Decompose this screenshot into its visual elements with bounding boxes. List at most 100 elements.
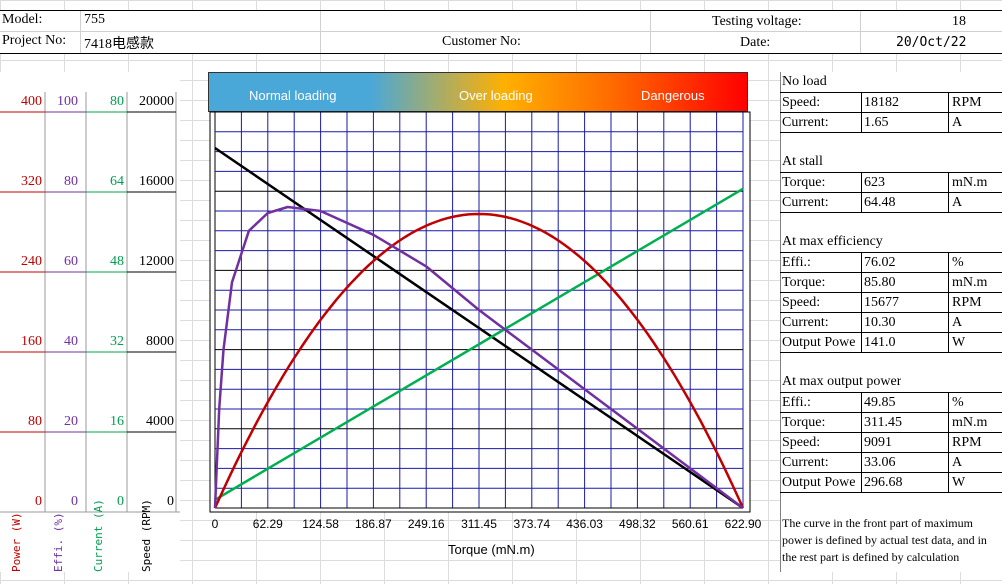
- power-axis-label: Power (W): [10, 512, 23, 572]
- current-tick-4: 16: [110, 414, 124, 429]
- speed-axis-label: Speed (RPM): [140, 499, 153, 572]
- row-unit: A: [952, 315, 963, 330]
- series-power-line: [213, 212, 745, 509]
- row-value[interactable]: 296.68: [864, 475, 903, 490]
- row-unit: A: [952, 195, 963, 210]
- section-title-max_eff: At max efficiency: [782, 234, 883, 249]
- current-tick-0: 80: [110, 94, 124, 109]
- model-value[interactable]: 755: [84, 12, 105, 27]
- row-label: Speed:: [782, 435, 821, 450]
- row-value[interactable]: 10.30: [864, 315, 896, 330]
- row-value[interactable]: 15677: [864, 295, 899, 310]
- x-tick-8: 498.32: [619, 517, 656, 531]
- row-max_eff-1: Torque: 85.80 mN.m: [780, 272, 1002, 293]
- effi-axis-label: Effi. (%): [52, 512, 65, 572]
- row-unit: W: [952, 335, 966, 350]
- section-title-no_load: No load: [782, 74, 827, 89]
- row-value[interactable]: 1.65: [864, 115, 889, 130]
- row-unit: A: [952, 115, 963, 130]
- loading-band: Normal loading Over loading Dangerous: [208, 72, 748, 112]
- x-tick-1: 62.29: [252, 517, 283, 531]
- row-label: Current:: [782, 195, 829, 210]
- power-tick-2: 240: [21, 254, 42, 269]
- power-tick-5: 0: [35, 494, 42, 509]
- x-tick-0: 0: [211, 517, 219, 531]
- band-over: Over loading: [459, 88, 533, 103]
- effi-tick-1: 80: [64, 174, 78, 189]
- row-unit: A: [952, 455, 963, 470]
- series-efficiency-line: [213, 205, 744, 509]
- x-axis-label: Torque (mN.m): [448, 542, 535, 557]
- row-unit: mN.m: [952, 175, 988, 190]
- effi-tick-4: 20: [64, 414, 78, 429]
- date-label: Date:: [740, 35, 771, 50]
- row-max_power-2: Speed: 9091 RPM: [780, 432, 1002, 453]
- x-tick-9: 560.61: [671, 517, 709, 531]
- calc-note: The curve in the front part of maximum p…: [782, 516, 987, 564]
- row-value[interactable]: 76.02: [864, 255, 896, 270]
- speed-tick-0: 20000: [139, 94, 174, 109]
- row-value[interactable]: 85.80: [864, 275, 896, 290]
- header: Model: 755 Project No: 7418电感款 Customer …: [0, 10, 1002, 54]
- speed-tick-4: 4000: [146, 414, 174, 429]
- row-unit: RPM: [952, 435, 982, 450]
- row-max_eff-3: Current: 10.30 A: [780, 312, 1002, 333]
- x-tick-3: 186.87: [355, 517, 392, 531]
- row-max_eff-4: Output Powe 141.0 W: [780, 332, 1002, 353]
- row-unit: mN.m: [952, 415, 988, 430]
- row-value[interactable]: 9091: [864, 435, 892, 450]
- row-max_power-1: Torque: 311.45 mN.m: [780, 412, 1002, 433]
- x-tick-7: 436.03: [566, 517, 603, 531]
- date-value[interactable]: 20/Oct/22: [896, 35, 967, 50]
- voltage-value[interactable]: 18: [952, 14, 966, 29]
- row-label: Output Powe: [782, 335, 856, 350]
- band-danger: Dangerous: [641, 88, 705, 103]
- x-tick-4: 249.16: [407, 517, 445, 531]
- model-label: Model:: [2, 12, 43, 27]
- power-tick-4: 80: [28, 414, 42, 429]
- x-tick-6: 373.74: [513, 517, 551, 531]
- row-value[interactable]: 64.48: [864, 195, 896, 210]
- speed-tick-1: 16000: [139, 174, 174, 189]
- effi-tick-2: 60: [64, 254, 78, 269]
- project-value[interactable]: 7418电感款: [84, 37, 154, 52]
- row-label: Torque:: [782, 175, 826, 190]
- left-axis-grid: [0, 92, 180, 513]
- row-label: Speed:: [782, 295, 821, 310]
- current-tick-1: 64: [110, 174, 124, 189]
- row-value[interactable]: 18182: [864, 95, 899, 110]
- row-value[interactable]: 141.0: [864, 335, 896, 350]
- effi-tick-5: 0: [71, 494, 78, 509]
- row-label: Effi.:: [782, 395, 811, 410]
- right-panel: No load Speed: 18182 RPM Current: 1.65 A At sta…: [780, 72, 1002, 572]
- voltage-label: Testing voltage:: [712, 14, 802, 29]
- series-current-line: [214, 187, 744, 501]
- row-stall-1: Current: 64.48 A: [780, 192, 1002, 213]
- row-unit: RPM: [952, 295, 982, 310]
- row-label: Torque:: [782, 415, 826, 430]
- current-tick-3: 32: [110, 334, 124, 349]
- row-no_load-1: Current: 1.65 A: [780, 112, 1002, 133]
- row-unit: %: [952, 395, 964, 410]
- row-unit: %: [952, 255, 964, 270]
- row-max_power-0: Effi.: 49.85%: [780, 392, 1002, 413]
- row-unit: RPM: [952, 95, 982, 110]
- row-label: Current:: [782, 115, 829, 130]
- current-tick-5: 0: [117, 494, 124, 509]
- speed-tick-3: 8000: [146, 334, 174, 349]
- row-value[interactable]: 623: [864, 175, 885, 190]
- row-value[interactable]: 33.06: [864, 455, 896, 470]
- power-tick-1: 320: [21, 174, 42, 189]
- customer-label: Customer No:: [442, 34, 521, 49]
- project-label: Project No:: [2, 33, 67, 48]
- effi-tick-3: 40: [64, 334, 78, 349]
- x-tick-5: 311.45: [461, 517, 497, 531]
- row-value[interactable]: 311.45: [864, 415, 902, 430]
- row-value[interactable]: 49.85: [864, 395, 896, 410]
- row-max_power-3: Current: 33.06 A: [780, 452, 1002, 473]
- row-unit: W: [952, 475, 966, 490]
- row-label: Torque:: [782, 275, 826, 290]
- speed-tick-2: 12000: [139, 254, 174, 269]
- row-label: Current:: [782, 315, 829, 330]
- current-tick-2: 48: [110, 254, 124, 269]
